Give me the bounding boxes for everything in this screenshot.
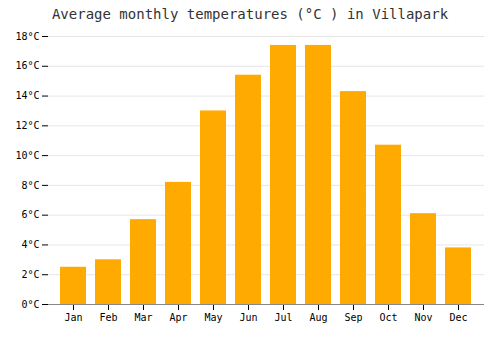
svg-text:Jul: Jul	[274, 312, 292, 323]
svg-text:4°C: 4°C	[21, 239, 39, 250]
svg-text:14°C: 14°C	[15, 90, 39, 101]
html-text:Average monthly temperatures (: Average monthly temperatures (°C ) in Vi…	[51, 6, 449, 22]
svg-text:8°C: 8°C	[21, 180, 39, 191]
svg-text:18°C: 18°C	[15, 31, 39, 42]
svg-text:Feb: Feb	[99, 312, 117, 323]
svg-text:Aug: Aug	[309, 312, 327, 323]
svg-text:6°C: 6°C	[21, 209, 39, 220]
svg-text:Mar: Mar	[134, 312, 152, 323]
svg-text:2°C: 2°C	[21, 269, 39, 280]
svg-text:Dec: Dec	[449, 312, 467, 323]
svg-text:0°C: 0°C	[21, 299, 39, 310]
svg-text:Sep: Sep	[344, 312, 362, 323]
svg-text:Nov: Nov	[414, 312, 432, 323]
svg-text:Apr: Apr	[169, 312, 187, 323]
svg-text:Jun: Jun	[239, 312, 257, 323]
svg-text:May: May	[204, 312, 222, 323]
svg-text:Oct: Oct	[379, 312, 397, 323]
svg-text:12°C: 12°C	[15, 120, 39, 131]
svg-text:Jan: Jan	[64, 312, 82, 323]
svg-text:16°C: 16°C	[15, 60, 39, 71]
svg-text:10°C: 10°C	[15, 150, 39, 161]
